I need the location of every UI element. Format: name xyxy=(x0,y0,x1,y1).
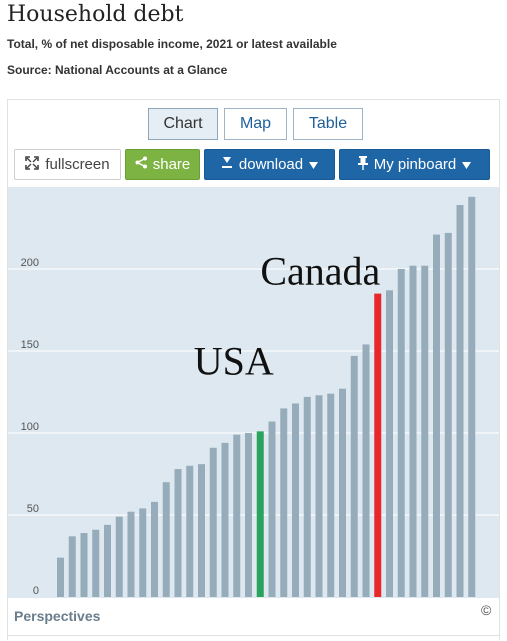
page-title: Household debt xyxy=(7,2,184,27)
pinboard-button[interactable]: My pinboard xyxy=(339,149,490,180)
source-note: Source: National Accounts at a Glance xyxy=(7,63,228,77)
bar[interactable] xyxy=(350,355,358,597)
fullscreen-icon xyxy=(25,155,40,174)
pin-icon xyxy=(357,155,368,174)
chevron-down-icon xyxy=(462,156,472,173)
bar[interactable] xyxy=(174,469,182,597)
bar[interactable] xyxy=(339,388,346,597)
perspectives-label[interactable]: Perspectives xyxy=(14,608,101,624)
bar[interactable] xyxy=(315,395,323,597)
annotation-canada: Canada xyxy=(260,249,380,294)
download-icon xyxy=(221,156,233,173)
chart-canvas: 0 50 100 150 200 USA Canada xyxy=(8,196,499,598)
panel-footer: Perspectives © xyxy=(8,598,499,641)
download-label: download xyxy=(238,156,304,173)
chart-panel: Chart Map Table fullscreen share xyxy=(7,99,500,641)
bar[interactable] xyxy=(198,464,205,597)
chart-toolbar: fullscreen share download xyxy=(14,149,490,180)
view-tabs: Chart Map Table xyxy=(148,108,363,140)
chevron-down-icon xyxy=(309,156,319,173)
bar-chart: 0 50 100 150 200 USA Canada xyxy=(8,187,499,598)
annotation-usa: USA xyxy=(194,338,274,383)
y-tick-label: 50 xyxy=(27,503,39,515)
bar[interactable] xyxy=(151,501,158,597)
bar[interactable] xyxy=(397,269,405,597)
bar[interactable] xyxy=(362,344,370,597)
bar[interactable] xyxy=(80,533,88,597)
bar[interactable] xyxy=(386,290,393,597)
tab-map[interactable]: Map xyxy=(224,108,287,140)
bar[interactable] xyxy=(186,465,194,597)
bar[interactable] xyxy=(68,536,76,597)
bar[interactable] xyxy=(233,434,241,597)
bar[interactable] xyxy=(292,403,299,597)
bar[interactable] xyxy=(57,557,64,597)
y-tick-label: 100 xyxy=(21,421,39,433)
bar[interactable] xyxy=(209,447,217,597)
share-icon xyxy=(135,156,147,173)
bar[interactable] xyxy=(468,196,476,597)
divider xyxy=(8,635,499,636)
bar-canada[interactable] xyxy=(374,293,382,597)
tab-chart[interactable]: Chart xyxy=(148,108,218,140)
bar-usa[interactable] xyxy=(256,431,264,597)
y-tick-label: 200 xyxy=(21,257,39,269)
bar[interactable] xyxy=(104,524,111,597)
bar[interactable] xyxy=(162,482,170,597)
bar[interactable] xyxy=(280,408,288,597)
download-button[interactable]: download xyxy=(204,149,335,180)
bar[interactable] xyxy=(221,442,229,597)
bar[interactable] xyxy=(409,265,417,597)
share-label: share xyxy=(152,156,191,173)
tab-table[interactable]: Table xyxy=(293,108,363,140)
bar[interactable] xyxy=(139,508,147,597)
pinboard-label: My pinboard xyxy=(373,156,457,173)
bar[interactable] xyxy=(303,396,311,597)
bar[interactable] xyxy=(127,511,135,597)
bar[interactable] xyxy=(268,421,276,597)
bar[interactable] xyxy=(456,205,464,597)
copyright-icon[interactable]: © xyxy=(481,602,492,618)
y-tick-label: 0 xyxy=(33,585,39,597)
bar[interactable] xyxy=(327,393,335,597)
bar[interactable] xyxy=(245,433,252,597)
y-tick-label: 150 xyxy=(21,339,39,351)
page-subtitle: Total, % of net disposable income, 2021 … xyxy=(7,37,337,51)
fullscreen-button[interactable]: fullscreen xyxy=(14,149,121,180)
bar[interactable] xyxy=(115,516,123,597)
share-button[interactable]: share xyxy=(125,149,200,180)
fullscreen-label: fullscreen xyxy=(45,156,110,173)
bar[interactable] xyxy=(421,265,429,597)
bar[interactable] xyxy=(92,529,100,597)
bar[interactable] xyxy=(444,232,452,598)
bar[interactable] xyxy=(433,234,440,597)
